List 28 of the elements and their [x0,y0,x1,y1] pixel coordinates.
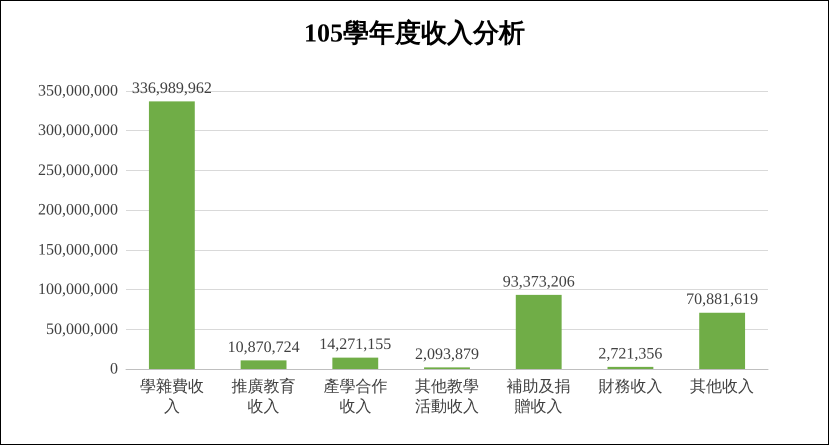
bar [148,101,195,369]
y-tick-label: 250,000,000 [38,162,118,179]
data-label: 10,870,724 [228,338,300,356]
data-label: 70,881,619 [686,291,758,308]
x-tick-label: 其他收入 [690,378,754,396]
x-tick-label: 學雜費收入 [140,378,204,416]
bar [516,294,562,369]
data-label: 93,373,206 [502,273,575,290]
y-tick-label: 350,000,000 [38,82,118,100]
y-tick-label: 200,000,000 [38,202,118,219]
data-label: 14,271,155 [319,336,392,354]
x-tick-label: 產學合作收入 [323,378,388,416]
x-tick-label: 補助及捐贈收入 [506,378,571,416]
y-tick-label: 0 [110,360,118,378]
chart-title: 105學年度收入分析 [304,18,525,48]
y-tick-label: 50,000,000 [46,320,118,338]
data-label: 2,093,879 [415,346,479,363]
bar [332,358,378,369]
data-label: 336,989,962 [132,80,212,97]
x-tick-label: 推廣教育收入 [232,378,296,416]
y-tick-label: 100,000,000 [38,281,118,298]
bar [240,360,286,369]
y-tick-label: 150,000,000 [38,241,118,258]
x-tick-label: 財務收入 [598,378,662,396]
x-tick-label: 其他教學活動收入 [415,378,479,416]
data-label: 2,721,356 [598,345,662,362]
bar [699,312,746,369]
y-tick-label: 300,000,000 [38,122,118,140]
